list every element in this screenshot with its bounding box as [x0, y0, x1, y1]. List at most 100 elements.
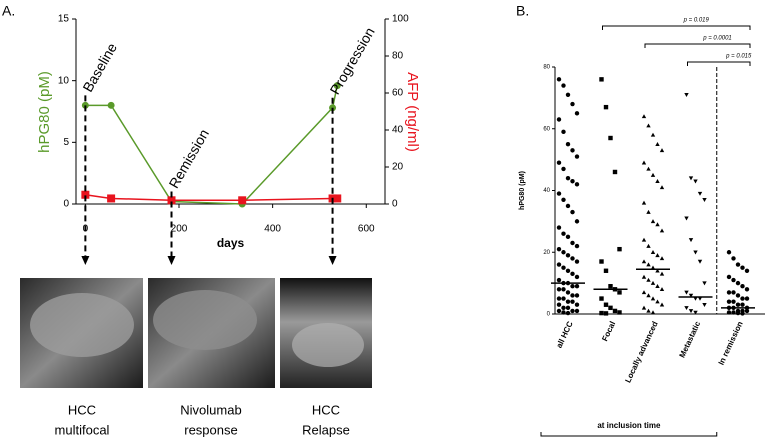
- marker: [574, 182, 580, 187]
- marker: [561, 166, 566, 172]
- marker: [574, 302, 580, 307]
- marker: [702, 198, 707, 202]
- marker: [697, 259, 703, 264]
- x-tick-label: 400: [264, 224, 281, 235]
- marker: [561, 83, 566, 88]
- marker: [556, 246, 562, 252]
- marker: [617, 246, 622, 252]
- marker: [574, 243, 580, 249]
- marker: [238, 196, 247, 205]
- marker: [556, 160, 562, 165]
- marker: [556, 225, 562, 230]
- marker: [599, 296, 604, 301]
- marker: [570, 209, 575, 215]
- marker: [697, 296, 703, 301]
- marker: [574, 111, 580, 116]
- arrow-head: [167, 256, 176, 265]
- marker: [693, 310, 698, 315]
- marker: [556, 296, 562, 301]
- marker: [655, 141, 660, 146]
- marker: [740, 296, 745, 301]
- marker: [655, 299, 660, 304]
- marker: [561, 287, 566, 292]
- y2-tick-label: 20: [392, 162, 404, 173]
- y-tick-label: 5: [63, 137, 69, 148]
- marker: [688, 309, 694, 314]
- marker: [744, 268, 750, 273]
- group-label: at inclusion time: [597, 421, 661, 430]
- axes: [75, 19, 386, 205]
- marker: [556, 117, 562, 122]
- marker: [565, 234, 571, 240]
- marker: [561, 129, 566, 135]
- marker: [655, 284, 660, 288]
- marker: [659, 287, 665, 292]
- marker: [574, 274, 580, 280]
- axes: [554, 67, 765, 315]
- marker: [693, 179, 698, 184]
- y-tick-label: 0: [63, 199, 69, 210]
- y2-tick-label: 80: [392, 51, 404, 62]
- marker: [744, 296, 750, 301]
- marker: [650, 250, 656, 255]
- marker: [608, 305, 613, 311]
- marker: [726, 290, 732, 295]
- image-caption: Relapse: [302, 422, 350, 437]
- marker: [641, 237, 647, 242]
- marker: [735, 310, 741, 316]
- y2-tick-label: 100: [392, 14, 409, 25]
- image-caption: HCC: [312, 402, 340, 417]
- marker: [650, 265, 656, 270]
- y-tick-label: 60: [543, 126, 550, 132]
- significance-bracket: [602, 25, 751, 30]
- marker: [608, 284, 613, 289]
- scan-organ: [153, 290, 257, 350]
- marker: [646, 308, 651, 313]
- marker: [599, 310, 604, 316]
- marker: [659, 148, 665, 153]
- marker: [556, 302, 562, 307]
- y-axis-label: hPG80 (pM): [519, 171, 526, 210]
- image-caption: response: [184, 422, 237, 437]
- marker: [726, 310, 732, 315]
- marker: [565, 175, 571, 181]
- marker: [603, 268, 609, 273]
- marker: [655, 179, 660, 183]
- y-tick-label: 80: [543, 65, 550, 71]
- marker: [565, 299, 571, 304]
- marker: [561, 310, 566, 315]
- marker: [650, 296, 656, 301]
- marker: [574, 308, 580, 314]
- image-caption: Nivolumab: [180, 402, 241, 417]
- significance-bracket: [687, 61, 751, 66]
- y-tick-label: 10: [58, 75, 70, 86]
- x-tick-label: all HCC: [555, 320, 575, 350]
- marker: [684, 306, 689, 311]
- marker: [599, 259, 604, 264]
- marker: [693, 296, 698, 301]
- marker: [556, 308, 562, 314]
- marker: [659, 256, 665, 261]
- arrow-head: [81, 256, 90, 265]
- marker: [333, 82, 341, 90]
- marker: [740, 265, 745, 270]
- marker: [650, 219, 656, 224]
- marker: [646, 209, 651, 214]
- marker: [650, 132, 656, 137]
- annotation: Remission: [165, 126, 212, 191]
- marker: [641, 200, 647, 205]
- marker: [646, 262, 651, 267]
- panel-label: B.: [516, 3, 529, 19]
- marker: [556, 262, 562, 267]
- marker: [688, 176, 694, 181]
- marker: [688, 238, 694, 243]
- marker: [574, 284, 580, 289]
- marker: [556, 277, 562, 283]
- scan-organ: [292, 323, 364, 367]
- marker: [659, 185, 665, 190]
- marker: [599, 77, 604, 82]
- x-tick-label: In remission: [717, 320, 745, 367]
- series-line: [85, 194, 338, 202]
- annotation: Baseline: [79, 40, 120, 95]
- marker: [684, 216, 689, 221]
